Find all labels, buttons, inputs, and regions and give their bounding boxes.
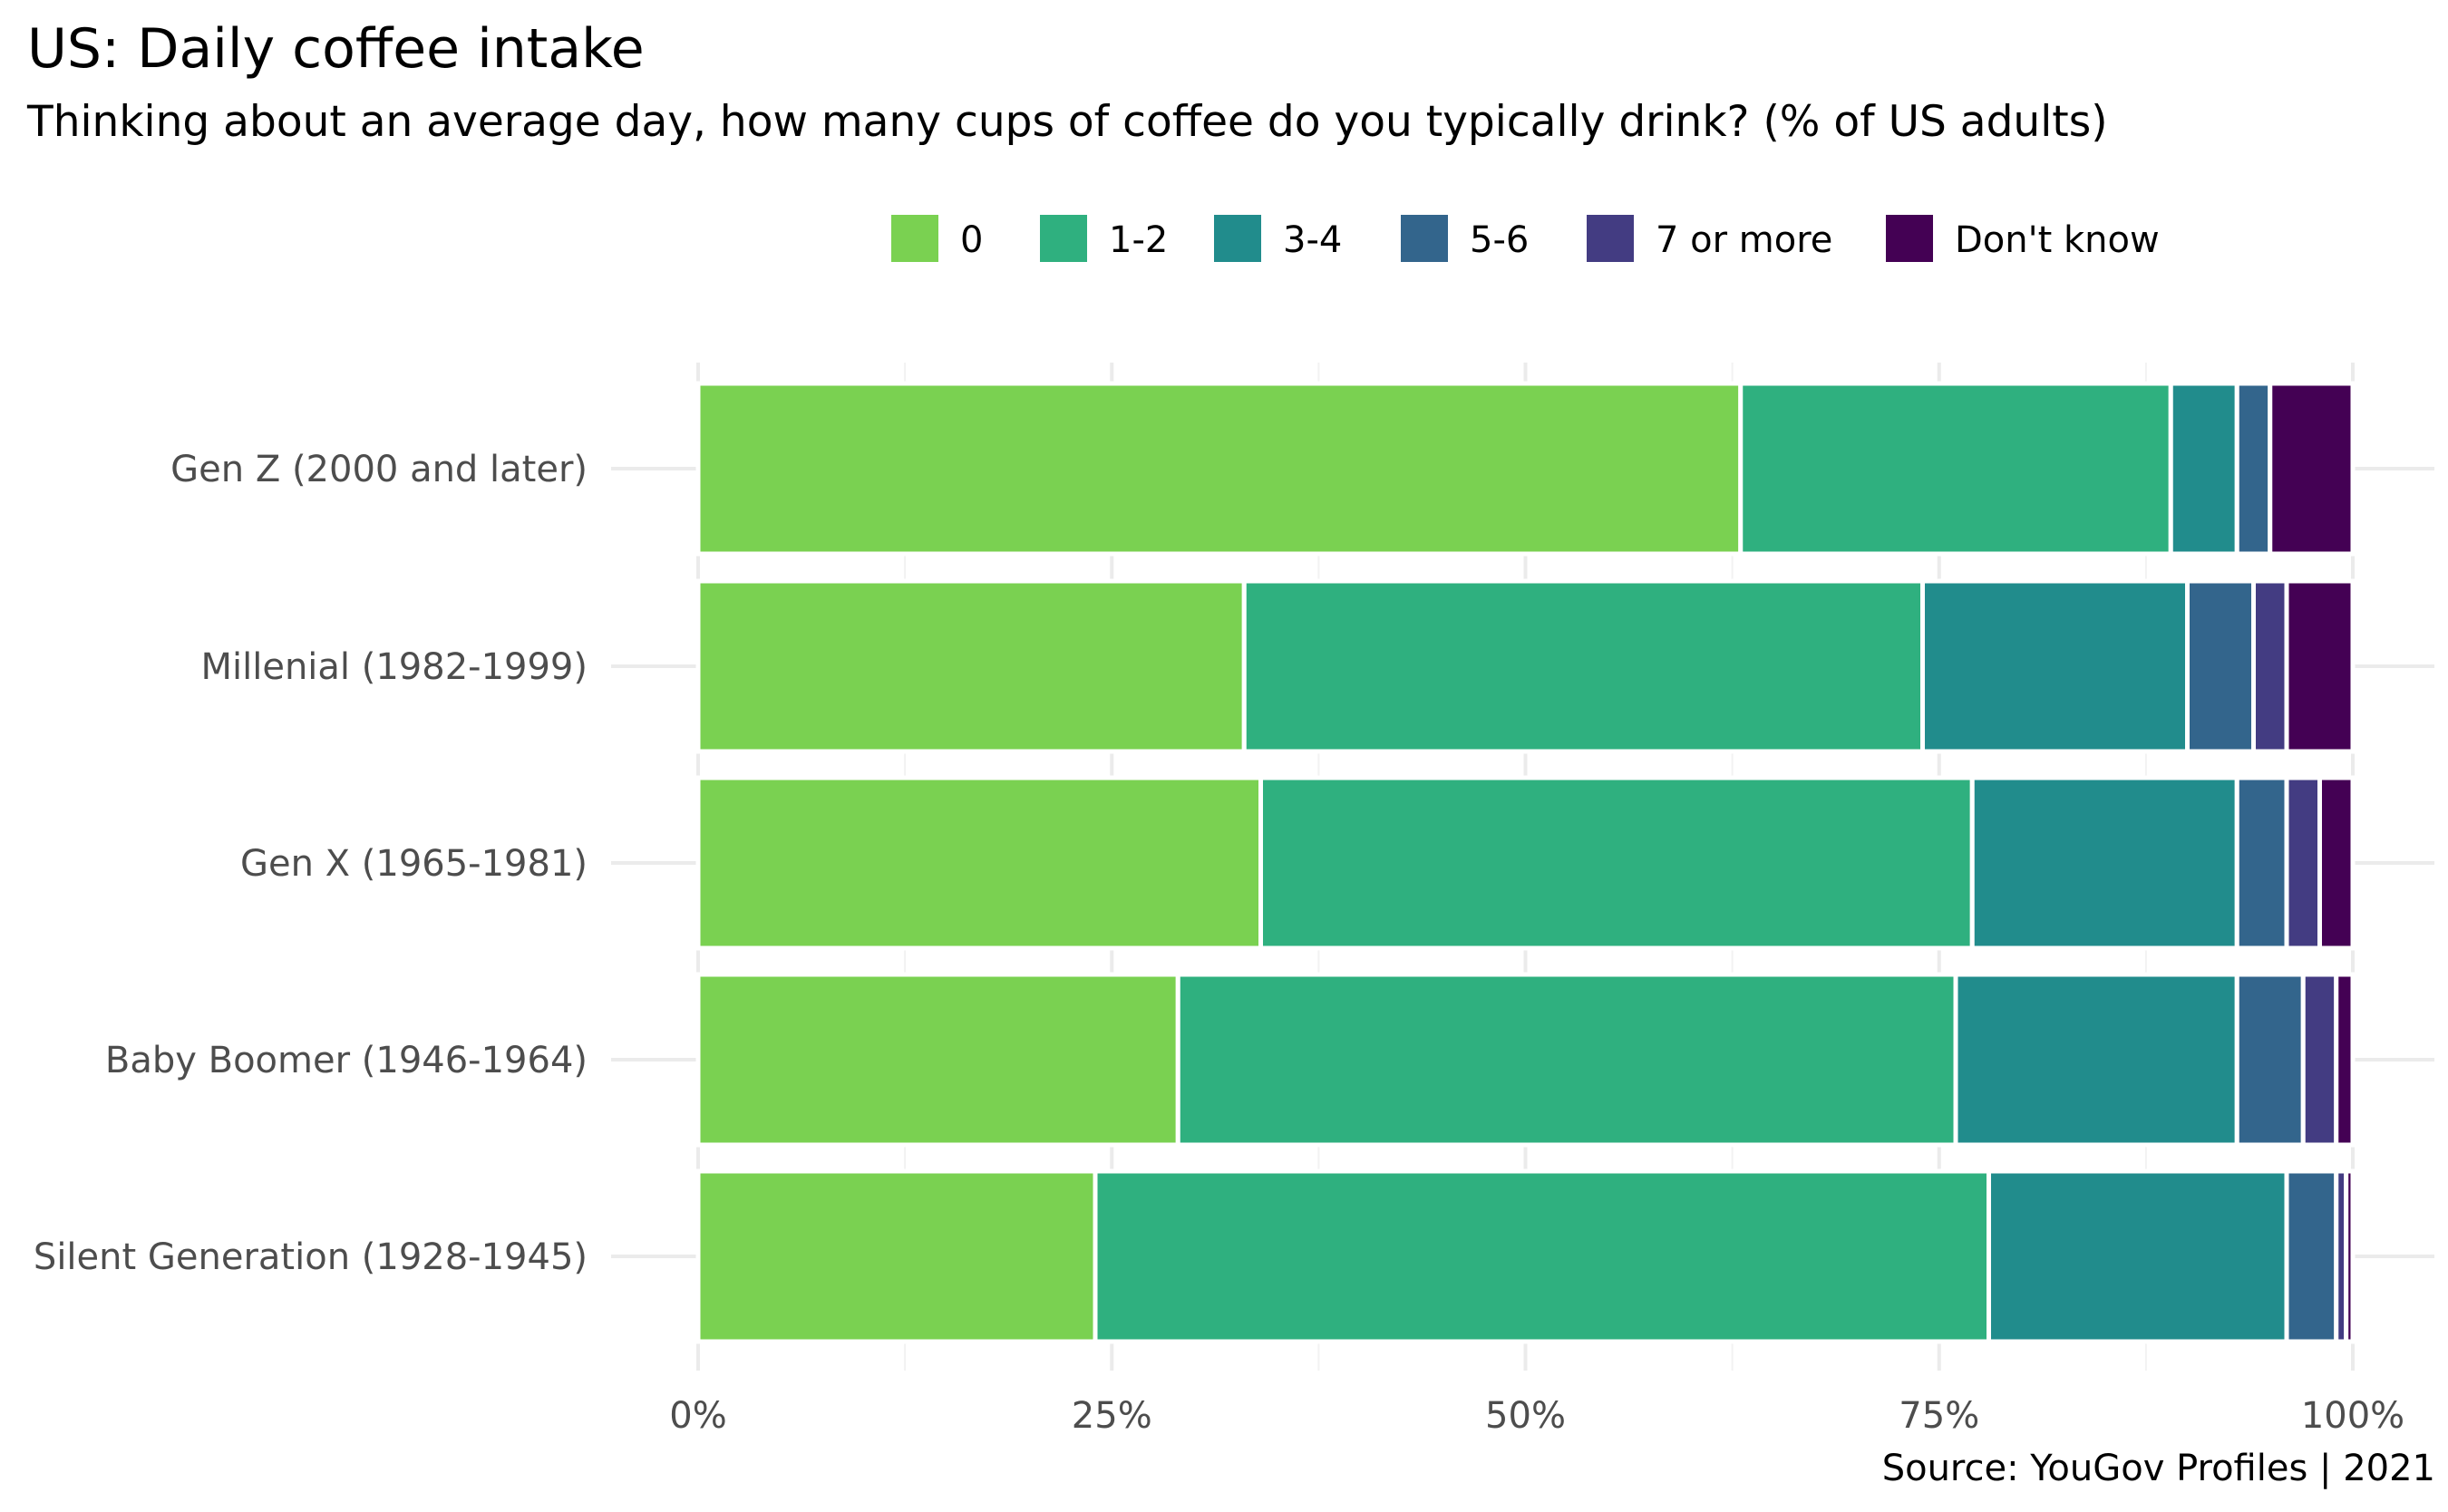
bar-segment [695, 1168, 1098, 1344]
bar-segment [2185, 578, 2256, 754]
legend-label: 7 or more [1656, 219, 1832, 261]
x-tick-label: 25% [1072, 1395, 1152, 1437]
x-tick-label: 0% [669, 1395, 726, 1437]
bar-segment [2334, 972, 2356, 1148]
legend-key [1401, 215, 1448, 262]
bar-segment [2317, 775, 2356, 951]
bar-segment [2300, 972, 2339, 1148]
bar-segment [1093, 1168, 1991, 1344]
category-label: Silent Generation (1928-1945) [34, 1236, 588, 1278]
bar-segment [2234, 972, 2306, 1148]
bar-segment [2251, 578, 2289, 754]
bar-segment [2284, 775, 2322, 951]
bar-segments [695, 381, 2356, 1344]
bar-segment [2168, 381, 2239, 557]
legend-label: 0 [960, 219, 983, 261]
legend-key [1587, 215, 1634, 262]
category-labels: Gen Z (2000 and later) Millenial (1982-19… [34, 449, 588, 1278]
x-tick-label: 50% [1485, 1395, 1566, 1437]
bar-segment [695, 775, 1263, 951]
bar-segment [695, 972, 1180, 1148]
bar-segment [1241, 578, 1925, 754]
chart-subtitle: Thinking about an average day, how many … [27, 97, 2108, 147]
x-tick-label: 75% [1899, 1395, 1979, 1437]
bar-segment [2234, 775, 2289, 951]
bar-segment [2284, 1168, 2339, 1344]
bar-segment [1738, 381, 2173, 557]
legend-key [891, 215, 938, 262]
bar-segment [1953, 972, 2239, 1148]
bar-segment [1969, 775, 2239, 951]
x-tick-label: 100% [2301, 1395, 2404, 1437]
chart-caption: Source: YouGov Profiles | 2021 [1881, 1448, 2435, 1489]
legend-label: 3-4 [1283, 219, 1342, 261]
category-label: Millenial (1982-1999) [200, 646, 588, 688]
bar-segment [1258, 775, 1975, 951]
legend-label: 1-2 [1109, 219, 1168, 261]
legend-label: 5-6 [1470, 219, 1529, 261]
bar-segment [2268, 381, 2356, 557]
bar-segment [1987, 1168, 2289, 1344]
chart-title: US: Daily coffee intake [27, 17, 645, 81]
legend: 0 1-2 3-4 5-6 7 or more Don't know [891, 215, 2160, 262]
category-label: Baby Boomer (1946-1964) [105, 1040, 588, 1081]
legend-key [1214, 215, 1261, 262]
bar-segment [1920, 578, 2190, 754]
bar-segment [2344, 1168, 2356, 1344]
legend-key [1886, 215, 1933, 262]
bar-segment [695, 381, 1744, 557]
x-tick-labels: 0% 25% 50% 75% 100% [669, 1395, 2404, 1437]
bar-segment [2284, 578, 2356, 754]
category-label: Gen Z (2000 and later) [170, 449, 588, 490]
bar-segment [695, 578, 1247, 754]
legend-key [1040, 215, 1087, 262]
bar-segment [1175, 972, 1958, 1148]
category-label: Gen X (1965-1981) [240, 843, 588, 885]
legend-label: Don't know [1955, 219, 2160, 261]
bar-segment [2234, 381, 2273, 557]
